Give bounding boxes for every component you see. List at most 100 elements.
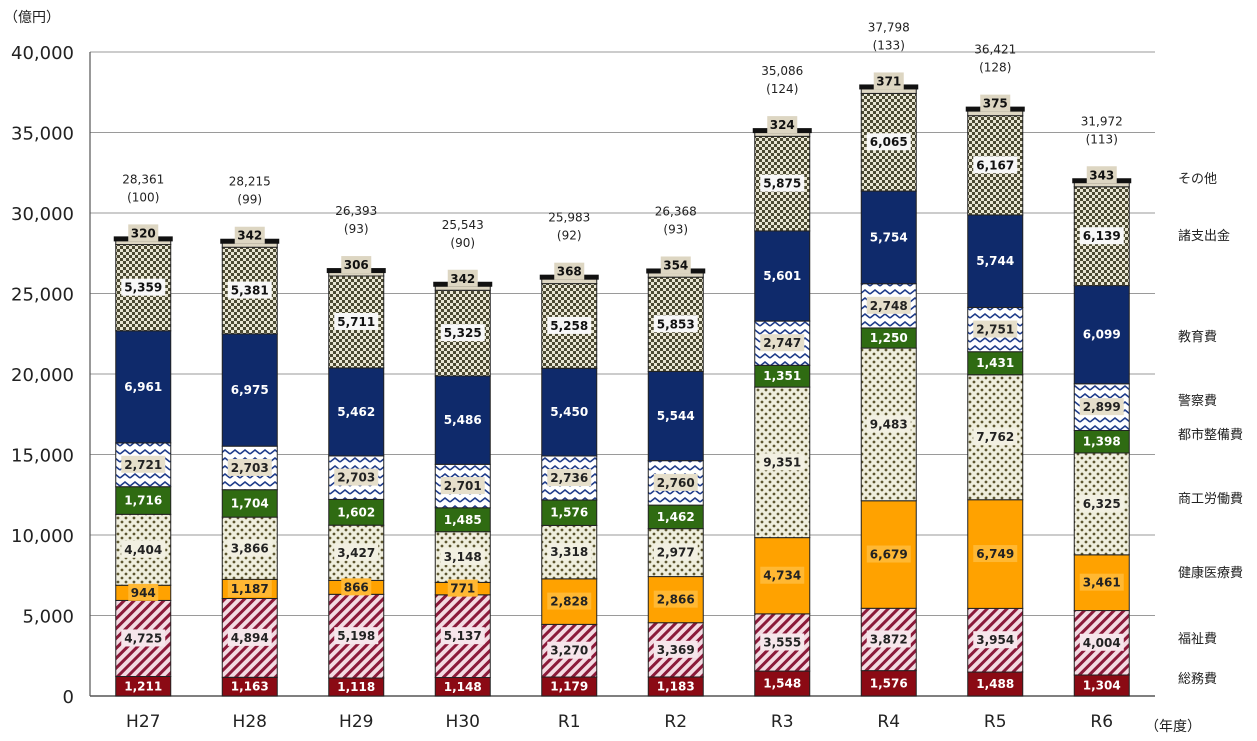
value-label-background bbox=[547, 469, 592, 487]
value-label: 5,137 bbox=[444, 629, 482, 643]
value-label: 5,744 bbox=[976, 254, 1014, 268]
value-label-background bbox=[1079, 633, 1124, 651]
value-label: 2,747 bbox=[763, 336, 801, 350]
legend-label: 警察費 bbox=[1178, 393, 1217, 409]
value-label: 5,462 bbox=[337, 405, 375, 419]
total-label: 31,972 bbox=[1081, 114, 1123, 128]
index-label: (90) bbox=[450, 236, 475, 250]
value-label: 1,704 bbox=[231, 496, 269, 510]
labels-layer: 1,211 4,725 944 4,404 1,716 2,721 6,961 5,359 32… bbox=[121, 20, 1124, 694]
x-tick-label: R4 bbox=[877, 712, 900, 732]
index-label: (100) bbox=[127, 190, 159, 204]
total-label: 28,215 bbox=[229, 175, 271, 189]
legend-label: 諸支出金 bbox=[1178, 228, 1230, 244]
value-label: 5,875 bbox=[763, 177, 801, 191]
value-label: 306 bbox=[344, 258, 369, 272]
total-label: 25,983 bbox=[548, 211, 590, 225]
value-label: 5,754 bbox=[870, 230, 908, 244]
value-label-background bbox=[973, 545, 1018, 563]
y-tick-label: 0 bbox=[63, 687, 74, 708]
value-label-background bbox=[121, 278, 166, 296]
value-label: 3,148 bbox=[444, 550, 482, 564]
x-tick-label: R5 bbox=[984, 712, 1007, 732]
value-label-background bbox=[866, 630, 911, 648]
total-label: 25,543 bbox=[442, 218, 484, 232]
value-label: 771 bbox=[450, 582, 475, 596]
value-label-background bbox=[973, 320, 1018, 338]
value-label-background bbox=[227, 539, 272, 557]
index-label: (92) bbox=[557, 229, 582, 243]
legend-label: 総務費 bbox=[1178, 672, 1217, 687]
value-label-background bbox=[653, 590, 698, 608]
value-label-background bbox=[547, 543, 592, 561]
value-label-background bbox=[334, 312, 379, 330]
value-label: 1,211 bbox=[124, 679, 162, 693]
y-tick-label: 40,000 bbox=[11, 43, 74, 64]
total-label: 36,421 bbox=[974, 43, 1016, 57]
value-label: 3,369 bbox=[657, 643, 695, 657]
x-axis-unit-label: （年度） bbox=[1145, 719, 1201, 735]
value-label: 5,325 bbox=[444, 326, 482, 340]
value-label: 1,163 bbox=[231, 680, 269, 694]
index-label: (93) bbox=[344, 222, 369, 236]
value-label-background bbox=[653, 473, 698, 491]
value-label: 368 bbox=[557, 265, 582, 279]
value-label: 5,381 bbox=[231, 284, 269, 298]
value-label-background bbox=[554, 262, 585, 280]
value-label: 5,450 bbox=[550, 405, 588, 419]
x-tick-label: H29 bbox=[339, 712, 373, 732]
value-label-background bbox=[767, 116, 798, 134]
value-label-background bbox=[973, 631, 1018, 649]
value-label: 1,250 bbox=[870, 331, 908, 345]
bar-segment bbox=[115, 486, 172, 515]
index-label: (93) bbox=[663, 222, 688, 236]
value-label: 6,099 bbox=[1083, 328, 1121, 342]
value-label-background bbox=[227, 281, 272, 299]
value-label: 1,602 bbox=[337, 505, 375, 519]
value-label-background bbox=[334, 627, 379, 645]
value-label-background bbox=[1086, 166, 1117, 184]
value-label: 6,679 bbox=[870, 548, 908, 562]
value-label: 2,703 bbox=[337, 471, 375, 485]
total-label: 35,086 bbox=[761, 64, 803, 78]
value-label: 2,701 bbox=[444, 479, 482, 493]
value-label-background bbox=[227, 458, 272, 476]
x-tick-label: R1 bbox=[558, 712, 581, 732]
value-label: 4,725 bbox=[124, 631, 162, 645]
value-label: 5,711 bbox=[337, 315, 375, 329]
value-label: 1,304 bbox=[1083, 679, 1121, 693]
total-label: 28,361 bbox=[122, 172, 164, 186]
value-label-background bbox=[227, 628, 272, 646]
value-label: 3,555 bbox=[763, 635, 801, 649]
value-label-background bbox=[760, 174, 805, 192]
bar-segment bbox=[541, 367, 598, 457]
value-label-background bbox=[121, 455, 166, 473]
value-label: 3,427 bbox=[337, 546, 375, 560]
value-label: 2,760 bbox=[657, 476, 695, 490]
value-label-background bbox=[973, 428, 1018, 446]
value-label-background bbox=[760, 334, 805, 352]
value-label-background bbox=[547, 641, 592, 659]
value-label-background bbox=[866, 296, 911, 314]
x-tick-label: H28 bbox=[233, 712, 267, 732]
value-label: 6,065 bbox=[870, 135, 908, 149]
value-label-background bbox=[866, 545, 911, 563]
value-label-background bbox=[341, 256, 372, 274]
value-label-background bbox=[547, 592, 592, 610]
value-label: 4,734 bbox=[763, 569, 801, 583]
x-tick-label: R3 bbox=[771, 712, 794, 732]
value-label-background bbox=[973, 156, 1018, 174]
value-label: 342 bbox=[237, 229, 262, 243]
value-label: 5,258 bbox=[550, 319, 588, 333]
value-label-background bbox=[1079, 494, 1124, 512]
value-label-background bbox=[1079, 398, 1124, 416]
value-label: 2,751 bbox=[976, 323, 1014, 337]
value-label: 7,762 bbox=[976, 430, 1014, 444]
value-label: 1,716 bbox=[124, 494, 162, 508]
value-label: 2,748 bbox=[870, 299, 908, 313]
x-tick-label: R2 bbox=[664, 712, 687, 732]
index-label: (99) bbox=[237, 193, 262, 207]
legend-label: 商工労働費 bbox=[1178, 492, 1243, 507]
value-label: 6,961 bbox=[124, 380, 162, 394]
